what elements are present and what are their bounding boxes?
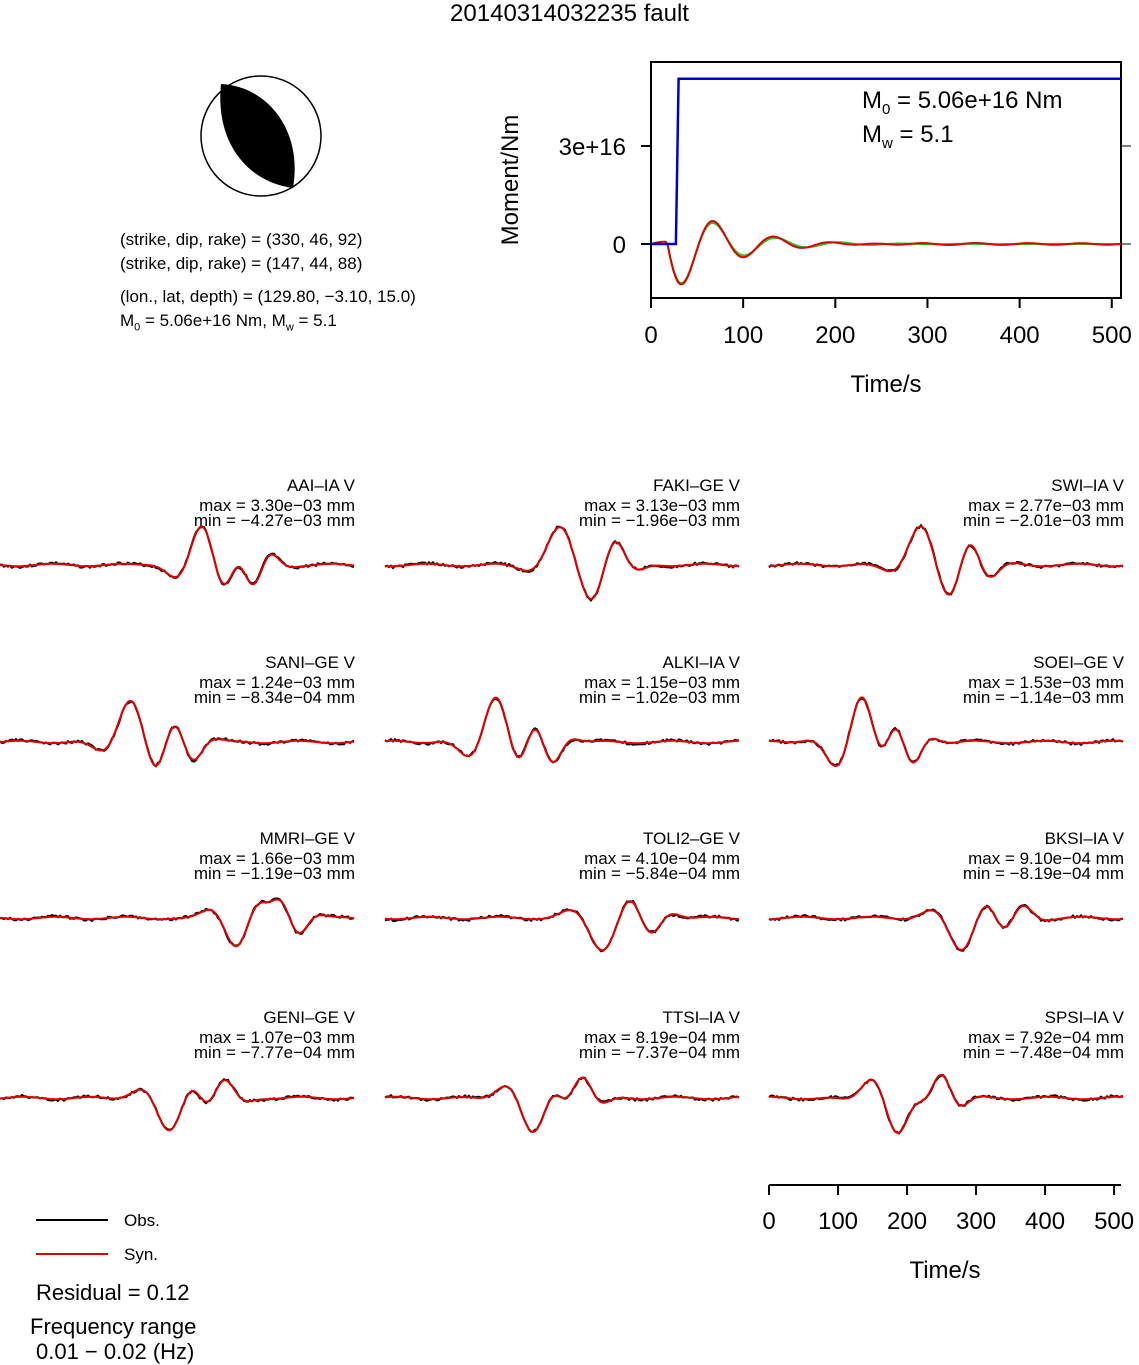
- moment-x-tick-label: 0: [644, 322, 657, 349]
- station-min-label: min = −8.19e−04 mm: [962, 864, 1124, 883]
- station-name-label: MMRI–GE V: [259, 829, 355, 848]
- waveform-syn-line: [384, 1076, 740, 1134]
- moment-x-tick-label: 100: [723, 322, 763, 349]
- station-max-label: max = 7.92e−04 mm: [968, 1028, 1124, 1047]
- waveform-syn-line: [0, 699, 355, 767]
- station-max-label: max = 4.10e−04 mm: [584, 849, 740, 868]
- station-max-label: max = 1.24e−03 mm: [199, 673, 355, 692]
- station-min-label: min = −1.96e−03 mm: [578, 511, 740, 530]
- moment-x-tick-label: 200: [815, 322, 855, 349]
- waveform-obs-line: [768, 523, 1124, 596]
- waveform-obs-line: [768, 697, 1124, 767]
- station-max-label: max = 2.77e−03 mm: [968, 496, 1124, 515]
- station-max-label: max = 1.15e−03 mm: [584, 673, 740, 692]
- station-max-label: max = 3.30e−03 mm: [199, 496, 355, 515]
- moment-y-tick-label: 3e+16: [559, 134, 626, 161]
- waveform-obs-line: [384, 1076, 740, 1133]
- station-name-label: TOLI2–GE V: [642, 829, 740, 848]
- waveform-x-tick-label: 200: [887, 1208, 927, 1235]
- waveform-syn-line: [0, 898, 355, 948]
- moment-x-tick-label: 500: [1092, 322, 1132, 349]
- station-min-label: min = −1.02e−03 mm: [578, 688, 740, 707]
- moment-line: [651, 77, 1121, 246]
- station-max-label: max = 8.19e−04 mm: [584, 1028, 740, 1047]
- nodal-plane-2: (strike, dip, rake) = (147, 44, 88): [120, 254, 363, 273]
- page-title: 20140314032235 fault: [450, 0, 689, 27]
- waveform-syn-line: [384, 696, 740, 764]
- legend-obs-label: Obs.: [124, 1211, 160, 1230]
- moment-xlabel: Time/s: [850, 371, 921, 398]
- waveform-x-tick-label: 400: [1025, 1208, 1065, 1235]
- station-min-label: min = −1.14e−03 mm: [962, 688, 1124, 707]
- legend: [36, 1219, 108, 1255]
- waveform-x-tick-label: 100: [818, 1208, 858, 1235]
- station-min-label: min = −7.37e−04 mm: [578, 1043, 740, 1062]
- station-name-label: ALKI–IA V: [662, 653, 741, 672]
- station-max-label: max = 9.10e−04 mm: [968, 849, 1124, 868]
- moment-y-tick-label: 0: [613, 232, 626, 259]
- station-min-label: min = −7.48e−04 mm: [962, 1043, 1124, 1062]
- station-max-label: max = 1.66e−03 mm: [199, 849, 355, 868]
- moment-x-tick-label: 300: [907, 322, 947, 349]
- nodal-plane-1: (strike, dip, rake) = (330, 46, 92): [120, 230, 363, 249]
- moment-x-tick-label: 400: [1000, 322, 1040, 349]
- waveform-syn-line: [0, 1079, 355, 1132]
- location-depth: (lon., lat, depth) = (129.80, −3.10, 15.…: [120, 287, 416, 306]
- station-name-label: TTSI–IA V: [662, 1008, 740, 1027]
- moment-magnitude-line: M0 = 5.06e+16 Nm, Mw = 5.1: [120, 311, 337, 334]
- frequency-range-value: 0.01 − 0.02 (Hz): [36, 1339, 195, 1364]
- legend-syn-label: Syn.: [124, 1245, 159, 1264]
- station-min-label: min = −5.84e−04 mm: [578, 864, 740, 883]
- moment-ylabel: Moment/Nm: [497, 115, 524, 246]
- waveform-x-tick-label: 500: [1094, 1208, 1134, 1235]
- station-name-label: GENI–GE V: [263, 1008, 355, 1027]
- waveform-obs-line: [0, 700, 355, 768]
- station-min-label: min = −1.19e−03 mm: [193, 864, 355, 883]
- moment-annotation-mw: Mw = 5.1: [862, 121, 954, 152]
- station-name-label: SPSI–IA V: [1044, 1008, 1124, 1027]
- waveform-syn-line: [384, 526, 740, 601]
- waveform-syn-line: [384, 900, 740, 952]
- waveform-syn-line: [768, 525, 1124, 596]
- station-name-label: SANI–GE V: [265, 653, 355, 672]
- station-min-label: min = −2.01e−03 mm: [962, 511, 1124, 530]
- waveform-xlabel: Time/s: [909, 1257, 980, 1284]
- station-max-label: max = 1.53e−03 mm: [968, 673, 1124, 692]
- station-name-label: BKSI–IA V: [1044, 829, 1124, 848]
- residual: Residual = 0.12: [36, 1280, 190, 1305]
- moment-annotation-m0: M0 = 5.06e+16 Nm: [862, 87, 1062, 118]
- waveform-x-tick-label: 300: [956, 1208, 996, 1235]
- station-name-label: SWI–IA V: [1051, 476, 1124, 495]
- waveform-obs-line: [768, 1073, 1124, 1135]
- station-min-label: min = −8.34e−04 mm: [193, 688, 355, 707]
- waveform-obs-line: [384, 899, 740, 953]
- waveform-obs-line: [0, 897, 355, 947]
- waveform-syn-line: [768, 696, 1124, 768]
- station-name-label: FAKI–GE V: [653, 476, 740, 495]
- waveform-syn-line: [769, 1073, 1124, 1134]
- waveform-syn-line: [768, 904, 1124, 952]
- stf-red-line: [650, 219, 1122, 286]
- focal-mechanism-beachball: [200, 75, 322, 197]
- waveform-panels: 0 100 200 300 400 500 Time/s: [0, 523, 1134, 1284]
- station-max-label: max = 3.13e−03 mm: [584, 496, 740, 515]
- station-min-label: min = −4.27e−03 mm: [193, 511, 355, 530]
- beachball-compression-lobe: [220, 84, 295, 188]
- waveform-syn-line: [0, 525, 355, 586]
- station-name-label: AAI–IA V: [286, 476, 355, 495]
- station-min-label: min = −7.77e−04 mm: [193, 1043, 355, 1062]
- frequency-range-title: Frequency range: [30, 1314, 197, 1339]
- waveform-x-tick-label: 0: [762, 1208, 775, 1235]
- moment-plot-frame: [650, 61, 1122, 299]
- station-name-label: SOEI–GE V: [1033, 653, 1124, 672]
- station-max-label: max = 1.07e−03 mm: [199, 1028, 355, 1047]
